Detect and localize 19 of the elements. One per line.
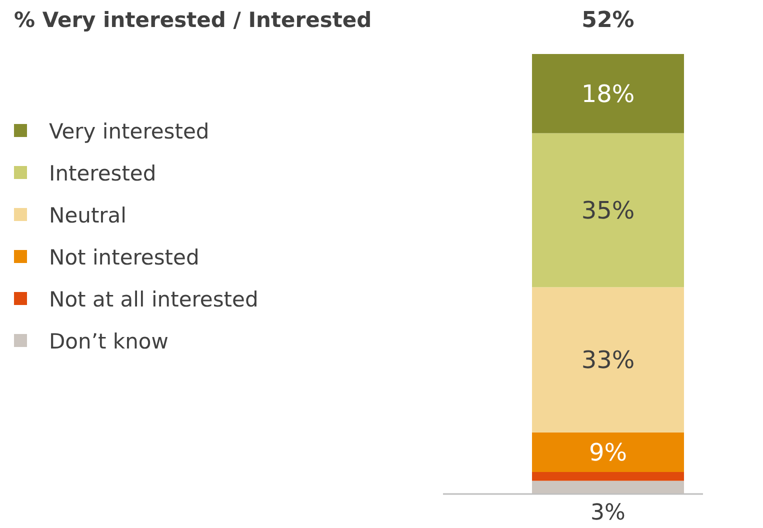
text: 52% (582, 8, 634, 33)
data-label: 33% (581, 346, 635, 374)
data-label: 18% (581, 80, 635, 108)
legend-label: Neutral (49, 203, 127, 228)
text: % Very interested / Interested (14, 8, 372, 32)
bar (532, 133, 684, 288)
legend-label: Not at all interested (49, 287, 258, 312)
data-label: 35% (581, 196, 635, 225)
legend-label: Very interested (49, 119, 210, 144)
bar (532, 480, 684, 494)
bar (532, 54, 684, 134)
bar (532, 287, 684, 432)
data-label: 9% (588, 438, 628, 467)
legend-label: Not interested (49, 245, 200, 270)
legend-label: Interested (49, 161, 156, 186)
data-label: 3% (590, 500, 626, 526)
legend-label: Don’t know (49, 329, 168, 354)
bar (532, 432, 684, 472)
bar (532, 472, 684, 481)
